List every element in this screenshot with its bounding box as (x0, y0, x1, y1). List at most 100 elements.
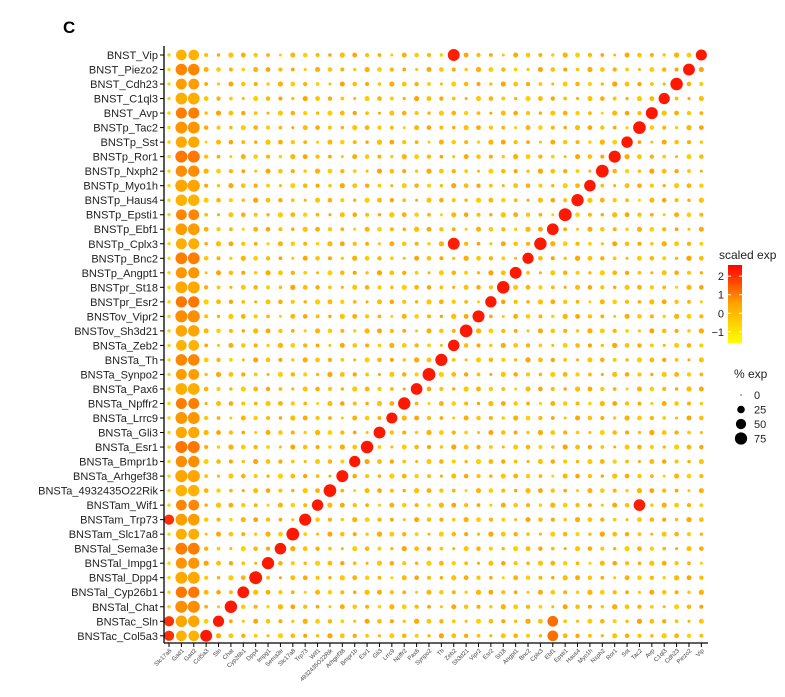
dot (401, 546, 407, 552)
dot (451, 531, 457, 537)
dot (390, 154, 394, 159)
dot (229, 227, 233, 232)
dot (674, 561, 679, 566)
dot (302, 226, 308, 232)
dot (451, 227, 456, 232)
dot (414, 546, 420, 552)
dot (389, 401, 395, 406)
dot (212, 615, 225, 627)
dot (452, 125, 456, 130)
dot (253, 226, 259, 232)
dot (315, 589, 321, 595)
dot (426, 386, 432, 392)
dot (513, 575, 519, 581)
dot (427, 111, 431, 115)
dot (241, 489, 245, 493)
row-label: BNSTal_Cyp26b1 (71, 587, 158, 599)
row-label: BNSTal_Chat (92, 602, 158, 614)
dot (624, 212, 630, 218)
dot (513, 198, 518, 203)
dot (550, 357, 555, 363)
dot (451, 473, 457, 479)
dot (649, 285, 654, 290)
dot (176, 49, 187, 61)
dot (562, 430, 568, 435)
dot (662, 183, 666, 188)
dot (587, 82, 592, 87)
dot (352, 329, 357, 333)
dot (489, 183, 493, 188)
dot (286, 527, 300, 541)
dot (600, 242, 604, 246)
dot (674, 241, 679, 247)
dot (175, 252, 188, 265)
dot (290, 67, 295, 72)
dot (266, 372, 270, 376)
dot (563, 256, 567, 260)
dot (204, 212, 209, 217)
dot (340, 416, 344, 420)
dot (401, 444, 407, 450)
dot (537, 618, 543, 624)
dot (253, 386, 259, 392)
dot (340, 561, 345, 566)
dot (501, 314, 505, 318)
dot (550, 430, 556, 435)
dot (463, 473, 469, 479)
dot (402, 67, 407, 72)
dot (340, 155, 344, 159)
dot (514, 387, 518, 391)
dot (402, 518, 406, 522)
dot (637, 430, 642, 435)
dot (525, 357, 531, 363)
dot (401, 81, 407, 87)
dot (266, 242, 270, 246)
row-labels: BNST_VipBNST_Piezo2BNST_Cdh23BNST_C1ql3B… (38, 50, 164, 643)
dot (340, 590, 345, 595)
dot (422, 368, 436, 381)
dot (476, 285, 481, 290)
dot (327, 197, 333, 203)
dot (550, 154, 555, 159)
dot (266, 546, 271, 551)
dot (167, 416, 171, 420)
dot (327, 371, 333, 378)
dot (587, 285, 593, 290)
dot (476, 300, 481, 304)
dot (340, 619, 345, 624)
dot (673, 575, 680, 581)
dot (526, 401, 530, 406)
dot (277, 212, 284, 218)
dot (303, 241, 308, 246)
dot (674, 590, 679, 595)
dot (241, 140, 246, 145)
color-legend-bar (728, 265, 742, 343)
dot (302, 618, 308, 624)
dot (624, 575, 630, 581)
dot (463, 284, 469, 290)
dot (452, 416, 456, 420)
dot (377, 474, 382, 478)
dot (353, 97, 357, 101)
dot (562, 139, 568, 145)
row-label: BNSTa_Esr1 (95, 442, 158, 454)
dot (439, 67, 444, 72)
dot (452, 256, 456, 260)
dot (426, 125, 432, 130)
dot (600, 445, 605, 449)
dot (377, 242, 381, 246)
dot (501, 184, 505, 188)
dot (327, 67, 333, 72)
dot (303, 212, 308, 217)
dot (525, 503, 531, 508)
dot (377, 386, 382, 392)
dot (538, 546, 543, 551)
dot (229, 416, 233, 420)
dot (240, 444, 246, 450)
dot (463, 255, 469, 261)
dot (488, 139, 494, 145)
dot (265, 618, 271, 624)
dot (175, 179, 188, 192)
dot (686, 502, 692, 508)
dot (563, 125, 567, 130)
